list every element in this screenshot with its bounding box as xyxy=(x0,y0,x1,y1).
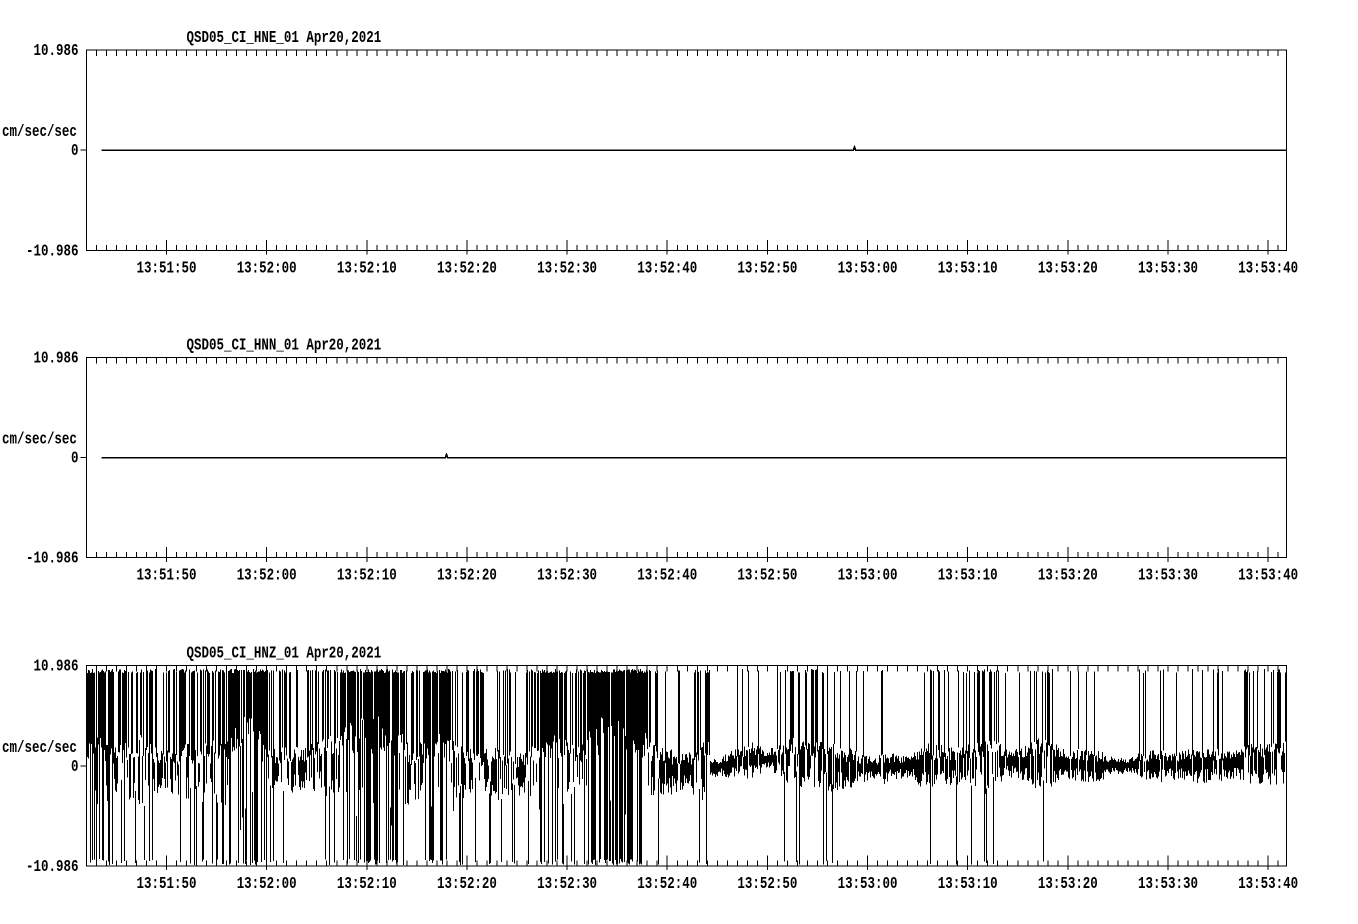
svg-text:13:52:00: 13:52:00 xyxy=(237,876,297,894)
svg-text:cm/sec/sec: cm/sec/sec xyxy=(2,431,77,449)
svg-text:13:52:20: 13:52:20 xyxy=(437,260,497,278)
svg-text:13:53:20: 13:53:20 xyxy=(1038,567,1098,585)
svg-text:13:53:30: 13:53:30 xyxy=(1138,876,1198,894)
svg-text:13:53:00: 13:53:00 xyxy=(838,876,898,894)
svg-text:13:52:40: 13:52:40 xyxy=(637,260,697,278)
svg-text:0: 0 xyxy=(71,450,78,468)
svg-text:13:53:30: 13:53:30 xyxy=(1138,260,1198,278)
svg-text:cm/sec/sec: cm/sec/sec xyxy=(2,124,77,142)
svg-text:13:52:40: 13:52:40 xyxy=(637,876,697,894)
svg-text:13:52:50: 13:52:50 xyxy=(737,567,797,585)
svg-text:13:52:00: 13:52:00 xyxy=(237,567,297,585)
svg-text:13:53:40: 13:53:40 xyxy=(1238,260,1298,278)
svg-text:13:52:10: 13:52:10 xyxy=(337,260,397,278)
svg-text:13:51:50: 13:51:50 xyxy=(137,567,197,585)
svg-text:13:53:10: 13:53:10 xyxy=(938,260,998,278)
svg-text:13:52:10: 13:52:10 xyxy=(337,567,397,585)
svg-text:13:52:50: 13:52:50 xyxy=(737,260,797,278)
svg-text:13:51:50: 13:51:50 xyxy=(137,876,197,894)
svg-text:13:53:30: 13:53:30 xyxy=(1138,567,1198,585)
svg-text:QSD05_CI_HNN_01 Apr20,2021: QSD05_CI_HNN_01 Apr20,2021 xyxy=(187,337,382,355)
svg-text:13:53:40: 13:53:40 xyxy=(1238,567,1298,585)
svg-text:13:52:40: 13:52:40 xyxy=(637,567,697,585)
svg-text:cm/sec/sec: cm/sec/sec xyxy=(2,739,77,757)
svg-text:-10.986: -10.986 xyxy=(26,859,78,877)
svg-text:10.986: 10.986 xyxy=(34,42,79,60)
svg-text:13:52:10: 13:52:10 xyxy=(337,876,397,894)
svg-text:13:53:20: 13:53:20 xyxy=(1038,876,1098,894)
svg-text:13:53:20: 13:53:20 xyxy=(1038,260,1098,278)
svg-text:13:52:30: 13:52:30 xyxy=(537,876,597,894)
svg-text:13:53:00: 13:53:00 xyxy=(838,260,898,278)
svg-text:13:53:40: 13:53:40 xyxy=(1238,876,1298,894)
svg-text:QSD05_CI_HNZ_01 Apr20,2021: QSD05_CI_HNZ_01 Apr20,2021 xyxy=(187,645,382,663)
svg-text:13:53:10: 13:53:10 xyxy=(938,567,998,585)
svg-text:-10.986: -10.986 xyxy=(26,243,78,261)
svg-text:10.986: 10.986 xyxy=(34,350,79,368)
svg-text:QSD05_CI_HNE_01 Apr20,2021: QSD05_CI_HNE_01 Apr20,2021 xyxy=(187,29,382,47)
svg-text:13:52:20: 13:52:20 xyxy=(437,876,497,894)
svg-text:0: 0 xyxy=(71,758,78,776)
svg-text:13:53:00: 13:53:00 xyxy=(838,567,898,585)
svg-text:13:52:20: 13:52:20 xyxy=(437,567,497,585)
svg-text:13:52:50: 13:52:50 xyxy=(737,876,797,894)
svg-text:0: 0 xyxy=(71,143,78,161)
svg-text:10.986: 10.986 xyxy=(34,658,79,676)
svg-text:13:52:30: 13:52:30 xyxy=(537,567,597,585)
svg-text:-10.986: -10.986 xyxy=(26,550,78,568)
svg-text:13:53:10: 13:53:10 xyxy=(938,876,998,894)
svg-text:13:52:30: 13:52:30 xyxy=(537,260,597,278)
svg-text:13:52:00: 13:52:00 xyxy=(237,260,297,278)
svg-text:13:51:50: 13:51:50 xyxy=(137,260,197,278)
